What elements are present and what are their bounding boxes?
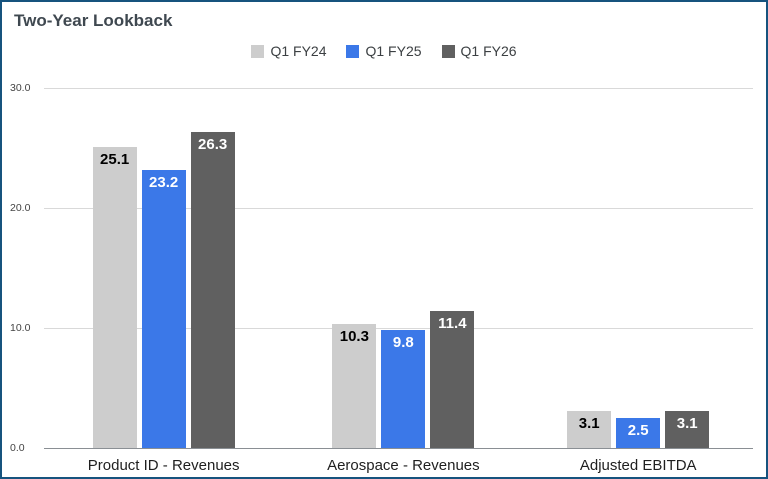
bar-cluster: 3.1 2.5 3.1 <box>567 88 710 448</box>
bar-value-label: 3.1 <box>578 414 600 432</box>
bar-value-label: 26.3 <box>198 136 228 154</box>
bar-value-label: 3.1 <box>676 414 698 432</box>
bar: 3.1 <box>665 410 710 448</box>
bar-value-label: 9.8 <box>392 334 414 352</box>
bar-value-label: 2.5 <box>627 422 649 439</box>
bar: 9.8 <box>381 330 426 448</box>
legend-item: Q1 FY24 <box>251 43 326 59</box>
bar: 26.3 <box>190 132 235 448</box>
bar-group: 10.3 9.8 11.4 Aerospace - Revenues <box>327 88 480 474</box>
bar-value-label: 11.4 <box>438 315 467 333</box>
legend-label: Q1 FY25 <box>365 43 422 59</box>
category-label: Product ID - Revenues <box>87 457 240 474</box>
legend: Q1 FY24 Q1 FY25 Q1 FY26 <box>2 43 766 59</box>
bar: 23.2 <box>141 169 186 448</box>
y-tick-label: 0.0 <box>10 442 25 454</box>
bar: 2.5 <box>616 418 661 448</box>
legend-swatch <box>251 44 265 58</box>
bar-group: 25.1 23.2 26.3 Product ID - Revenues <box>88 88 240 474</box>
bar-group: 3.1 2.5 3.1 Adjusted EBITDA <box>567 88 710 474</box>
chart-title: Two-Year Lookback <box>14 11 173 30</box>
bar: 10.3 <box>332 324 377 448</box>
y-tick-label: 30.0 <box>10 82 31 94</box>
bar-value-label: 25.1 <box>100 150 130 168</box>
bar: 11.4 <box>430 311 475 448</box>
y-tick-label: 10.0 <box>10 322 31 334</box>
legend-item: Q1 FY25 <box>346 43 422 59</box>
legend-swatch <box>441 44 455 58</box>
gridline <box>44 328 753 329</box>
plot-area: 25.1 23.2 26.3 Product ID - Revenues 10.3 9.8… <box>44 88 753 477</box>
bar-cluster: 25.1 23.2 26.3 <box>92 88 235 448</box>
legend-label: Q1 FY26 <box>460 43 517 59</box>
legend-label: Q1 FY24 <box>270 43 327 59</box>
bar-value-label: 23.2 <box>149 173 179 191</box>
bar-value-label: 10.3 <box>339 328 369 346</box>
plot-grid <box>44 88 753 449</box>
bar: 25.1 <box>92 146 137 448</box>
category-label: Adjusted EBITDA <box>579 457 697 474</box>
y-tick-label: 20.0 <box>10 202 31 214</box>
x-axis-line <box>44 448 753 449</box>
category-label: Aerospace - Revenues <box>327 457 480 474</box>
legend-item: Q1 FY26 <box>441 43 517 59</box>
bar-cluster: 10.3 9.8 11.4 <box>332 88 475 448</box>
gridline <box>44 208 753 209</box>
bar: 3.1 <box>567 410 612 448</box>
gridline <box>44 88 753 89</box>
legend-swatch <box>346 44 360 58</box>
